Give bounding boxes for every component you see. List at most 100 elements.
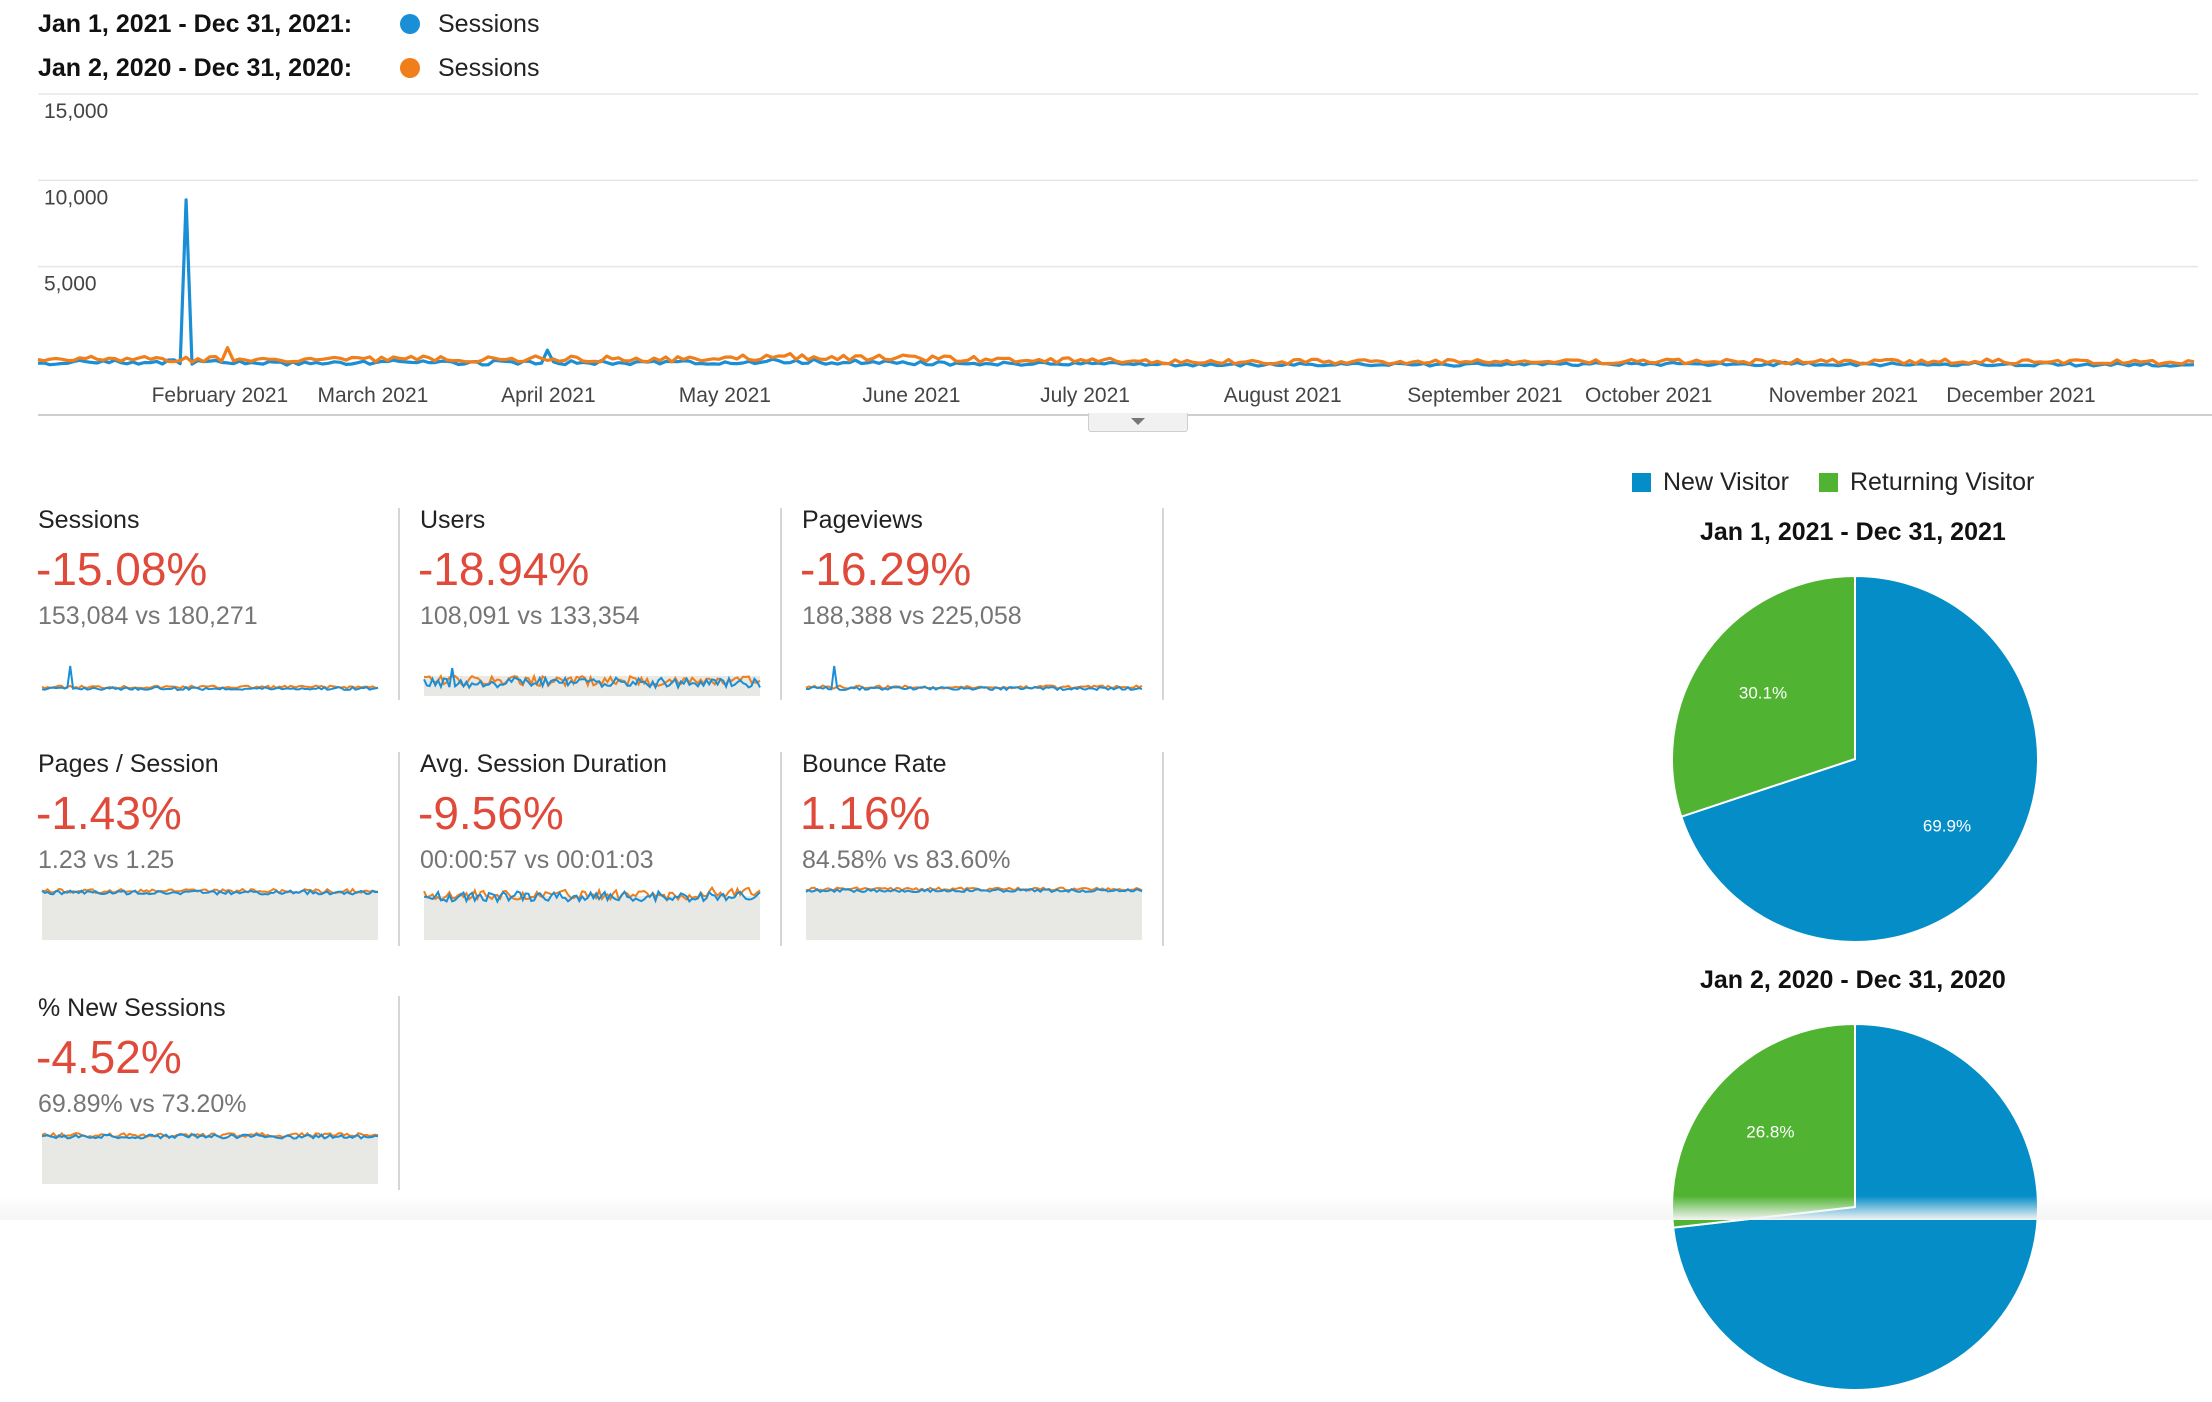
metric-compare: 69.89% vs 73.20% (38, 1090, 247, 1118)
sparkline-area (42, 892, 378, 940)
sparkline-previous-line (805, 886, 1143, 892)
divider (398, 996, 400, 1190)
x-tick-label: December 2021 (1946, 384, 2095, 407)
pie-legend-new[interactable]: New Visitor (1663, 468, 1789, 496)
x-tick-label: April 2021 (501, 384, 596, 407)
sparkline-area (42, 1136, 378, 1184)
pie-label-returning: 26.8% (1746, 1122, 1794, 1141)
metric-name: Pages / Session (38, 750, 219, 778)
series-line-2020 (37, 346, 2195, 366)
metric-change: -18.94% (418, 543, 590, 595)
metric-tile[interactable]: Users -18.94% 108,091 vs 133,354 (418, 506, 800, 706)
metric-name: Sessions (38, 506, 140, 534)
x-tick-label: March 2021 (317, 384, 428, 407)
metric-tile[interactable]: Sessions -15.08% 153,084 vs 180,271 (36, 506, 418, 706)
metric-name: Users (420, 506, 486, 534)
gridlines: 15,000 10,000 5,000 (38, 93, 2198, 296)
divider (1162, 752, 1164, 946)
metric-name: Bounce Rate (802, 750, 947, 778)
divider (780, 508, 782, 700)
pie-slice-new-visitor (1680, 574, 2039, 943)
metric-sparkline (805, 886, 1143, 940)
pie-legend-returning[interactable]: Returning Visitor (1849, 468, 2035, 496)
x-tick-label: November 2021 (1769, 384, 1918, 407)
series-line-2021 (37, 198, 2195, 368)
metric-tile[interactable]: % New Sessions -4.52% 69.89% vs 73.20% (36, 994, 418, 1194)
sessions-line-chart[interactable]: 15,000 10,000 5,000 February 2021 March 2021… (0, 90, 2212, 430)
legend-previous: Jan 2, 2020 - Dec 31, 2020: Sessions (38, 48, 539, 88)
chevron-down-icon (1131, 418, 1145, 425)
metric-change: -16.29% (800, 543, 972, 595)
metric-name: Avg. Session Duration (420, 750, 667, 778)
metric-tile[interactable]: Bounce Rate 1.16% 84.58% vs 83.60% (800, 750, 1182, 950)
current-series-dot-icon (400, 14, 420, 34)
legend-previous-label[interactable]: Sessions (438, 53, 540, 82)
metric-change: 1.16% (800, 787, 931, 839)
x-tick-label: July 2021 (1040, 384, 1130, 407)
metric-name: Pageviews (802, 506, 923, 534)
y-tick-label: 5,000 (44, 273, 97, 296)
x-tick-label: June 2021 (862, 384, 960, 407)
divider (780, 752, 782, 946)
metric-compare: 1.23 vs 1.25 (38, 846, 175, 874)
metric-tile[interactable]: Avg. Session Duration -9.56% 00:00:57 vs 0… (418, 750, 800, 950)
previous-series-dot-icon (400, 58, 420, 78)
sparkline-area (424, 896, 760, 940)
legend-current: Jan 1, 2021 - Dec 31, 2021: Sessions (38, 4, 539, 44)
metric-sparkline (423, 885, 761, 940)
scroll-fade (0, 1196, 2212, 1220)
pie-label-returning: 30.1% (1739, 684, 1787, 703)
y-tick-label: 15,000 (44, 100, 108, 123)
x-tick-label: October 2021 (1585, 384, 1712, 407)
metric-compare: 108,091 vs 133,354 (420, 602, 640, 630)
sparkline-current-line (805, 665, 1143, 692)
x-tick-label: September 2021 (1407, 384, 1562, 407)
chart-collapse-toggle[interactable] (1088, 413, 1188, 432)
metric-change: -4.52% (36, 1031, 182, 1083)
metric-compare: 84.58% vs 83.60% (802, 846, 1011, 874)
sparkline-area (806, 890, 1142, 940)
pie-slice-returning-visitor (1671, 1022, 1856, 1229)
metric-change: -9.56% (418, 787, 564, 839)
metric-sparkline (41, 1131, 379, 1184)
metric-compare: 188,388 vs 225,058 (802, 602, 1022, 630)
legend-current-range: Jan 1, 2021 - Dec 31, 2021: (38, 9, 353, 38)
metric-change: -1.43% (36, 787, 182, 839)
sparkline-current-line (41, 1133, 379, 1140)
metric-compare: 00:00:57 vs 00:01:03 (420, 846, 654, 874)
metric-sparkline (41, 887, 379, 940)
divider (398, 752, 400, 946)
metric-sparkline (805, 665, 1143, 692)
metric-compare: 153,084 vs 180,271 (38, 602, 258, 630)
sparkline-current-line (423, 889, 761, 904)
pie-legend: New Visitor Returning Visitor (1632, 468, 2064, 497)
sparkline-current-line (41, 665, 379, 692)
sparkline-current-line (805, 887, 1143, 894)
x-tick-label: February 2021 (152, 384, 289, 407)
sparkline-previous-line (41, 684, 379, 690)
sparkline-current-line (423, 667, 761, 691)
pie-title-current: Jan 1, 2021 - Dec 31, 2021 (1700, 518, 2006, 546)
pie-label-new: 69.9% (1923, 816, 1971, 835)
legend-current-label[interactable]: Sessions (438, 9, 540, 38)
x-axis-labels: February 2021 March 2021 April 2021 May 202… (152, 384, 2096, 407)
divider (1162, 508, 1164, 700)
y-tick-label: 10,000 (44, 186, 108, 209)
visitor-pie-current[interactable]: 69.9% 30.1% (1660, 564, 2050, 954)
metric-tile[interactable]: Pages / Session -1.43% 1.23 vs 1.25 (36, 750, 418, 950)
legend-previous-range: Jan 2, 2020 - Dec 31, 2020: (38, 53, 353, 82)
returning-visitor-swatch-icon (1818, 473, 1838, 492)
pie-title-previous: Jan 2, 2020 - Dec 31, 2020 (1700, 966, 2006, 994)
sparkline-current-line (41, 888, 379, 896)
metric-sparkline (423, 667, 761, 696)
metric-sparkline (41, 665, 379, 692)
pie-slice-returning-visitor (1671, 574, 1856, 818)
new-visitor-swatch-icon (1632, 473, 1651, 492)
analytics-dashboard: Jan 1, 2021 - Dec 31, 2021: Sessions Jan… (0, 4, 2212, 1391)
x-tick-label: August 2021 (1224, 384, 1342, 407)
metric-tile[interactable]: Pageviews -16.29% 188,388 vs 225,058 (800, 506, 1182, 706)
metric-name: % New Sessions (38, 994, 226, 1022)
x-tick-label: May 2021 (679, 384, 771, 407)
divider (398, 508, 400, 700)
metric-change: -15.08% (36, 543, 208, 595)
